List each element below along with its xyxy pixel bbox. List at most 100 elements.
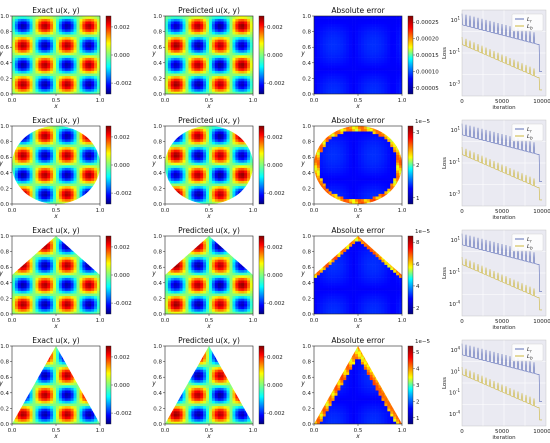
heatmap-cell: [97, 34, 100, 38]
heatmap-cell: [41, 154, 45, 158]
heatmap-cell: [91, 55, 95, 58]
heatmap-cell: [314, 133, 318, 137]
heatmap-cell: [26, 196, 30, 200]
y-tick-label: 0.6: [153, 155, 162, 161]
heatmap-cell: [82, 198, 86, 202]
heatmap-cell: [220, 198, 224, 202]
heatmap-cell: [235, 139, 239, 142]
heatmap-cell: [363, 21, 368, 25]
heatmap-cell: [211, 88, 216, 92]
heatmap-cell: [229, 159, 233, 163]
heatmap-cell: [220, 57, 224, 61]
heatmap-cell: [73, 39, 77, 43]
heatmap-cell: [314, 57, 318, 61]
heatmap-cell: [384, 31, 388, 35]
heatmap-cell: [20, 49, 25, 53]
heatmap-cell: [217, 44, 222, 48]
heatmap-cell: [82, 170, 86, 174]
heatmap-cell: [56, 136, 60, 140]
heatmap-cell: [375, 86, 379, 90]
heatmap-cell: [97, 83, 100, 87]
heatmap-cell: [197, 52, 201, 56]
heatmap-cell: [381, 52, 385, 56]
heatmap-cell: [217, 183, 222, 187]
heatmap-cell: [390, 86, 394, 90]
heatmap-cell: [220, 52, 224, 56]
heatmap-cell: [214, 44, 219, 48]
heatmap-cell: [47, 91, 51, 94]
heatmap-cell: [358, 18, 362, 22]
heatmap-cell: [337, 175, 341, 179]
heatmap-cell: [197, 47, 201, 51]
heatmap-cell: [53, 42, 57, 45]
heatmap-cell: [67, 31, 71, 35]
heatmap-cell: [47, 139, 51, 142]
heatmap-cell: [26, 70, 30, 74]
heatmap-cell: [173, 180, 178, 184]
heatmap-cell: [375, 47, 379, 51]
heatmap-cell: [79, 180, 83, 184]
heatmap-cell: [223, 131, 227, 135]
heatmap-cell: [387, 86, 391, 90]
heatmap-cell: [26, 131, 30, 135]
heatmap-cell: [363, 68, 368, 71]
heatmap-cell: [12, 170, 16, 174]
heatmap-cell: [85, 29, 89, 32]
x-tick-label: 0.0: [8, 208, 17, 214]
heatmap-cell: [244, 75, 248, 79]
heatmap-cell: [38, 81, 42, 84]
heatmap-cell: [26, 31, 30, 35]
heatmap-cell: [20, 31, 25, 35]
heatmap-cell: [316, 178, 321, 181]
heatmap-cell: [61, 191, 66, 194]
y-tick-label: 1.0: [0, 124, 9, 130]
heatmap-cell: [20, 126, 25, 129]
heatmap-cell: [226, 175, 230, 179]
heatmap-cell: [73, 86, 77, 90]
heatmap-cell: [203, 159, 207, 163]
heatmap-cell: [173, 62, 178, 66]
heatmap-cell: [173, 131, 178, 135]
heatmap-cell: [325, 188, 329, 192]
heatmap-cell: [64, 159, 69, 163]
heatmap-cell: [165, 39, 169, 43]
heatmap-cell: [352, 73, 356, 77]
heatmap-cell: [70, 39, 74, 43]
heatmap-cell: [232, 175, 236, 179]
heatmap-cell: [85, 62, 89, 66]
heatmap-cell: [56, 167, 60, 171]
heatmap-cell: [214, 136, 219, 140]
heatmap-cell: [67, 136, 71, 140]
heatmap-cell: [165, 149, 169, 153]
heatmap-cell: [194, 178, 198, 181]
heatmap-cell: [67, 34, 71, 38]
heatmap-cell: [381, 73, 385, 77]
heatmap-cell: [14, 75, 19, 79]
heatmap-cell: [325, 193, 329, 197]
heatmap-cell: [250, 49, 253, 53]
heatmap-cell: [53, 91, 57, 94]
heatmap-cell: [223, 65, 227, 69]
heatmap-cell: [12, 34, 16, 38]
heatmap-cell: [399, 31, 402, 35]
heatmap-cell: [328, 60, 332, 64]
heatmap-cell: [61, 83, 66, 87]
heatmap-cell: [173, 34, 178, 38]
heatmap-cell: [314, 36, 318, 40]
heatmap-cell: [319, 188, 324, 192]
heatmap-cell: [352, 68, 356, 71]
heatmap-cell: [50, 175, 54, 179]
heatmap-cell: [226, 18, 230, 22]
heatmap-cell: [73, 81, 77, 84]
heatmap-cell: [229, 91, 233, 94]
heatmap-cell: [179, 26, 183, 30]
heatmap-cell: [241, 34, 245, 38]
heatmap-cell: [316, 128, 321, 132]
heatmap-cell: [70, 42, 74, 45]
heatmap-cell: [170, 185, 175, 189]
heatmap-cell: [343, 36, 347, 40]
heatmap-cell: [337, 149, 341, 153]
heatmap-cell: [58, 141, 63, 145]
heatmap-cell: [64, 81, 69, 84]
heatmap-cell: [58, 60, 63, 64]
